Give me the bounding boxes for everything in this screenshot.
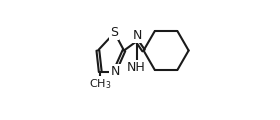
Text: NH: NH	[127, 61, 145, 74]
Text: CH$_3$: CH$_3$	[89, 77, 111, 91]
Text: N: N	[110, 65, 120, 78]
Text: S: S	[111, 26, 118, 39]
Text: N: N	[132, 29, 142, 42]
